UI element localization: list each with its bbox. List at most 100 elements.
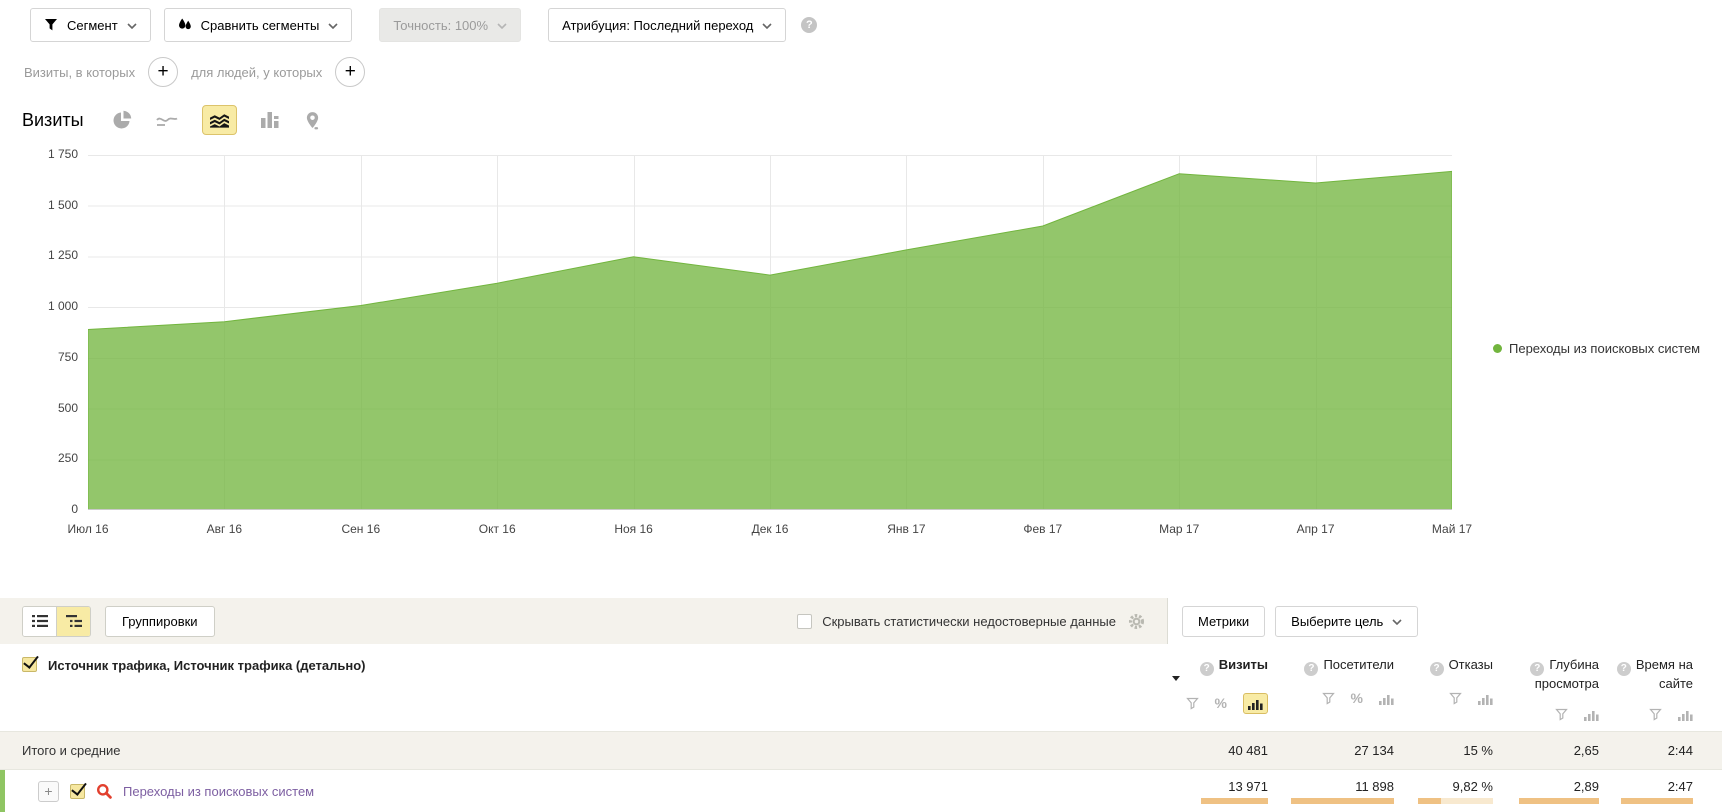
chart-title: Визиты [22,109,84,130]
x-axis-tick-label: Фев 17 [1023,522,1063,536]
metric-column: ? Время на сайте [1599,644,1693,731]
expand-row-button[interactable]: + [38,780,59,802]
column-filter-icon[interactable] [1185,697,1199,710]
visits-chart: 1 750 1 500 1 250 1 000 750 500 250 0 Июл 16 Авг… [0,147,1722,540]
chevron-down-icon [762,23,772,29]
search-engine-icon [96,783,112,799]
column-bars-icon[interactable] [1379,692,1394,705]
metric-column-header[interactable]: ? Глубина просмотра [1493,657,1599,692]
metric-total-value: 2:44 [1667,743,1693,758]
pie-chart-icon[interactable] [112,110,132,130]
help-icon[interactable]: ? [1429,662,1444,676]
choose-goal-button[interactable]: Выберите цель [1275,605,1419,637]
column-bars-icon[interactable] [1678,708,1693,721]
column-filter-icon[interactable] [1449,692,1462,705]
totals-row: Итого и средние 40 481 27 134 15 % 2,65 2:44 [0,731,1722,770]
metric-column-label: Время на сайте [1635,657,1693,691]
x-axis-tick-label: Май 17 [1431,522,1473,536]
attribution-label: Атрибуция: Последний переход [562,17,754,33]
x-axis-tick-label: Сен 16 [341,522,381,536]
metric-column: ? Посетители% [1268,644,1394,731]
dimension-checkbox[interactable] [22,657,37,672]
totals-values: 40 481 27 134 15 % 2,65 2:44 [1168,743,1722,758]
list-view-icon[interactable] [23,606,56,636]
chart-plot-area[interactable] [88,155,1452,510]
geo-map-pin-icon[interactable] [305,111,320,130]
choose-goal-label: Выберите цель [1291,613,1384,629]
chevron-down-icon [497,23,507,29]
stacked-area-chart-icon[interactable] [201,105,237,135]
hide-inaccurate-label: Скрывать статистически недостоверные дан… [822,613,1116,629]
compare-segments-button[interactable]: Сравнить сегменты [163,8,353,42]
help-icon[interactable]: ? [1530,662,1545,676]
y-axis-tick-label: 1 750 [47,147,78,161]
metric-column-header[interactable]: ? Отказы [1394,657,1493,676]
value-heat-bar [1291,797,1394,804]
column-filter-icon[interactable] [1649,708,1662,721]
table-toolbar-left: Группировки Скрывать статистически недос… [0,598,1168,644]
chart-legend[interactable]: Переходы из поисковых систем [1493,341,1700,356]
metric-total-value: 40 481 [1228,743,1268,758]
column-bars-icon[interactable] [1478,692,1493,705]
y-axis-tick-label: 500 [57,400,78,415]
totals-label: Итого и средние [22,743,121,758]
metric-column-tools: % [1168,692,1268,714]
attribution-button[interactable]: Атрибуция: Последний переход [548,8,787,42]
metric-total-value: 15 % [1463,743,1493,758]
legend-label: Переходы из поисковых систем [1509,341,1701,356]
column-percent-icon[interactable]: % [1350,690,1363,706]
metric-column-header[interactable]: ? Визиты [1168,657,1268,681]
x-axis-tick-label: Ноя 16 [614,522,653,536]
y-axis-tick-label: 250 [57,451,78,466]
row-checkbox[interactable] [70,783,85,799]
visits-condition-label: Визиты, в которых [24,64,136,80]
chart-header: Визиты [0,104,1722,136]
metric-row-value: 2:47 [1599,779,1693,804]
column-filter-icon[interactable] [1555,708,1568,721]
column-bars-icon[interactable] [1243,692,1268,714]
hide-inaccurate-checkbox[interactable] [797,613,813,629]
column-chart-icon[interactable] [260,112,281,128]
chevron-down-icon [127,23,137,29]
hide-inaccurate-control: Скрывать статистически недостоверные дан… [797,613,1116,629]
people-condition-label: для людей, у которых [191,64,323,80]
metric-total-value: 27 134 [1354,743,1394,758]
row-label-link[interactable]: Переходы из поисковых систем [123,783,315,799]
chevron-down-icon [1392,619,1402,625]
x-axis-tick-label: Апр 17 [1296,522,1335,536]
metric-row-value: 9,82 % [1394,779,1493,804]
value-heat-bar [1519,797,1599,804]
metric-column-label: Глубина просмотра [1534,657,1599,691]
column-bars-icon[interactable] [1584,708,1599,721]
line-chart-icon[interactable] [155,113,178,127]
add-visit-condition-button[interactable]: + [148,57,179,87]
metric-column-header[interactable]: ? Посетители [1268,657,1394,676]
metrics-button[interactable]: Метрики [1182,605,1266,637]
gear-icon[interactable] [1128,613,1145,630]
tree-view-icon[interactable] [56,606,90,636]
value-heat-bar [1621,797,1693,804]
sort-descending-icon [1168,676,1268,681]
help-icon[interactable]: ? [1199,662,1214,676]
groupings-button[interactable]: Группировки [105,605,215,637]
help-icon[interactable]: ? [1304,662,1319,676]
help-icon[interactable]: ? [801,17,818,33]
metric-row-value: 2,89 [1493,779,1599,804]
x-axis-tick-label: Янв 17 [887,522,926,536]
y-axis-tick-label: 750 [57,349,78,364]
column-percent-icon[interactable]: % [1214,695,1227,711]
metric-column-header[interactable]: ? Время на сайте [1599,657,1693,692]
dimension-header: Источник трафика, Источник трафика (дета… [0,644,1168,731]
table-row: + Переходы из поисковых систем 13 971 11 … [0,770,1722,812]
value-heat-bar [1201,797,1268,804]
column-filter-icon[interactable] [1321,692,1335,705]
accuracy-button[interactable]: Точность: 100% [379,8,522,42]
help-icon[interactable]: ? [1616,662,1631,676]
dimension-header-label[interactable]: Источник трафика, Источник трафика (дета… [48,658,366,673]
y-axis-tick-label: 0 [71,502,78,516]
top-toolbar: Сегмент Сравнить сегменты Точность: 100%… [0,0,1722,42]
x-axis-tick-label: Окт 16 [478,522,516,536]
metric-column-label: Отказы [1448,657,1493,672]
add-people-condition-button[interactable]: + [335,57,366,87]
segment-button[interactable]: Сегмент [30,8,151,42]
